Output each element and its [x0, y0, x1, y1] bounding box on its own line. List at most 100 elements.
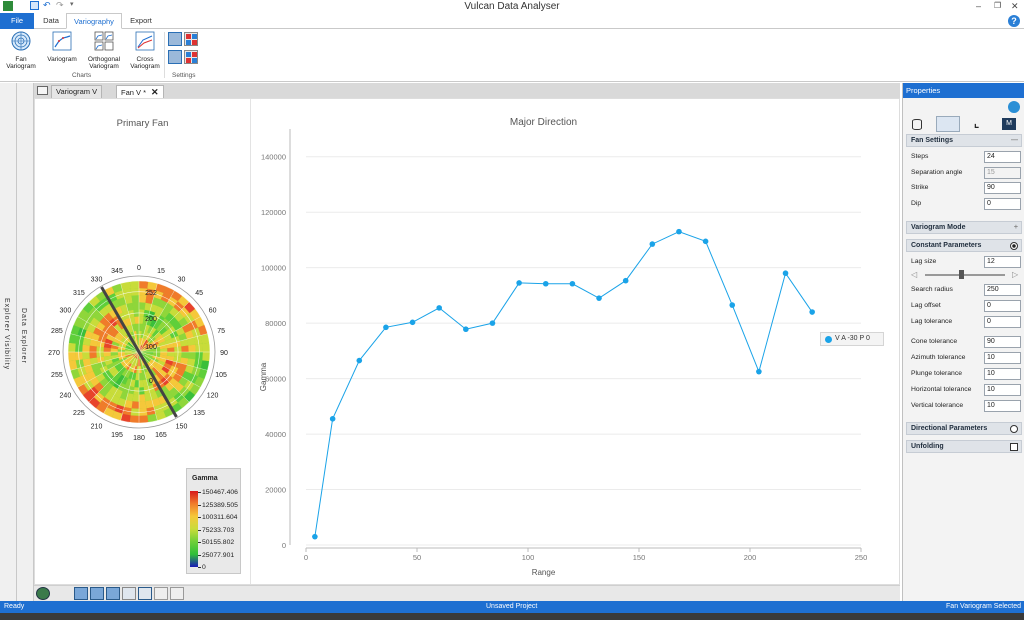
axes-icon[interactable]: ⌞ — [974, 118, 980, 130]
constant-field-input[interactable]: 10 — [984, 400, 1021, 412]
close-window-icon[interactable]: ✕ — [1011, 1, 1019, 11]
line-view-icon[interactable] — [138, 587, 152, 600]
settings-tile-1-icon[interactable] — [168, 32, 182, 46]
data-point[interactable] — [676, 228, 682, 235]
fan-field-input[interactable]: 15 — [984, 167, 1021, 179]
tab-variogram-v[interactable]: Variogram V — [51, 85, 103, 98]
orthogonal-variogram-button[interactable]: Orthogonal Variogram — [84, 31, 124, 71]
fan-field-input[interactable]: 90 — [984, 182, 1021, 194]
slider-right-icon[interactable]: ▷ — [1012, 270, 1019, 279]
major-direction-chart[interactable]: Major Direction0200004000060000800001000… — [251, 99, 901, 584]
database-icon[interactable] — [912, 119, 922, 130]
data-point[interactable] — [356, 357, 363, 364]
fan-field-input[interactable]: 0 — [984, 198, 1021, 210]
tab-fan-v[interactable]: Fan V * ✕ — [116, 85, 164, 98]
contour-view-icon[interactable] — [106, 587, 120, 600]
data-point[interactable] — [329, 416, 336, 422]
data-point[interactable] — [383, 324, 389, 331]
tab-variography[interactable]: Variography — [66, 13, 122, 29]
data-point[interactable] — [756, 368, 762, 375]
data-point[interactable] — [596, 295, 602, 301]
fan-settings-header[interactable]: Fan Settings — — [906, 134, 1022, 147]
tab-list-icon[interactable] — [37, 86, 48, 95]
lag-slider-track[interactable] — [925, 274, 1005, 276]
directional-parameters-header[interactable]: Directional Parameters — [906, 422, 1022, 435]
unfolding-header[interactable]: Unfolding — [906, 440, 1022, 453]
legend-value: 0 — [202, 564, 206, 571]
data-point[interactable] — [312, 533, 318, 540]
fan-cell — [116, 364, 124, 373]
minimize-icon[interactable]: – — [976, 1, 982, 11]
save-icon[interactable] — [30, 1, 39, 10]
undo-icon[interactable]: ↶ — [43, 0, 51, 10]
variogram-mode-title: Variogram Mode — [911, 224, 966, 231]
data-point[interactable] — [809, 309, 815, 315]
fan-view-icon[interactable] — [74, 587, 88, 600]
help-icon[interactable]: ? — [1008, 15, 1020, 27]
constant-field-input[interactable]: 10 — [984, 384, 1021, 396]
constant-field-input[interactable]: 250 — [984, 284, 1021, 296]
strike-line[interactable] — [100, 286, 178, 418]
fan-field-label: Steps — [911, 153, 929, 160]
settings-tile-2-icon[interactable] — [184, 32, 198, 46]
rose-view-icon[interactable] — [90, 587, 104, 600]
fan-variogram-button[interactable]: Fan Variogram — [4, 31, 38, 71]
data-point[interactable] — [622, 277, 629, 284]
tab-data[interactable]: Data — [43, 16, 59, 25]
scatter-view-icon[interactable] — [154, 587, 168, 600]
fan-spoke — [138, 333, 208, 353]
fan-spoke — [103, 351, 140, 414]
data-point[interactable] — [409, 319, 416, 326]
variogram-button[interactable]: Variogram — [44, 31, 80, 63]
series-legend-marker — [825, 336, 832, 343]
close-tab-icon[interactable]: ✕ — [151, 87, 159, 97]
settings-tile-3-icon[interactable] — [168, 50, 182, 64]
settings-tile-4-icon[interactable] — [184, 50, 198, 64]
constant-parameters-radio[interactable] — [1010, 242, 1018, 250]
fan-plot[interactable]: 0 15 30 45 60 75 90 105 120 135 150 165 180 195 210 225… — [35, 249, 250, 449]
data-point[interactable] — [649, 241, 656, 247]
grid-layout-icon[interactable] — [170, 587, 184, 600]
fan-cell — [106, 334, 115, 342]
status-left: Ready — [4, 603, 25, 610]
refresh-icon[interactable] — [1008, 101, 1020, 113]
directional-parameters-radio[interactable] — [1010, 425, 1018, 433]
constant-field-input[interactable]: 10 — [984, 352, 1021, 364]
constant-field-input[interactable]: 90 — [984, 336, 1021, 348]
collapse-icon[interactable]: — — [1011, 137, 1018, 144]
data-point[interactable] — [569, 280, 576, 287]
fan-cell — [132, 394, 139, 402]
fan-cell — [124, 295, 133, 304]
explorer-visibility-strip[interactable]: Explorer Visibility — [0, 83, 17, 601]
data-point[interactable] — [463, 326, 469, 333]
expand-icon[interactable]: + — [1013, 224, 1018, 231]
model-icon[interactable]: M — [1002, 118, 1016, 130]
slider-left-icon[interactable]: ◁ — [911, 270, 918, 279]
constant-field-input[interactable]: 10 — [984, 368, 1021, 380]
constant-field-input[interactable]: 0 — [984, 316, 1021, 328]
data-point[interactable] — [516, 280, 522, 286]
tab-export[interactable]: Export — [130, 16, 152, 25]
data-point[interactable] — [489, 320, 496, 326]
tab-file[interactable]: File — [0, 13, 34, 29]
fan-field-input[interactable]: 24 — [984, 151, 1021, 163]
redo-icon[interactable]: ↷ — [56, 0, 64, 10]
stereonet-icon[interactable] — [122, 587, 136, 600]
data-point[interactable] — [436, 305, 442, 311]
unfolding-checkbox[interactable] — [1010, 443, 1018, 451]
data-point[interactable] — [702, 238, 709, 245]
quick-access-dropdown-icon[interactable]: ▾ — [70, 1, 74, 8]
cross-variogram-button[interactable]: Cross Variogram — [128, 31, 162, 71]
data-point[interactable] — [782, 270, 789, 277]
data-point[interactable] — [542, 280, 549, 287]
globe-view-icon[interactable] — [36, 587, 50, 600]
data-point[interactable] — [729, 302, 736, 308]
restore-icon[interactable]: ❐ — [994, 1, 1002, 10]
constant-field-input[interactable]: 0 — [984, 300, 1021, 312]
data-explorer-strip[interactable]: Data Explorer — [17, 83, 34, 601]
lag-slider-thumb[interactable] — [959, 270, 964, 279]
constant-parameters-header[interactable]: Constant Parameters — [906, 239, 1022, 252]
variogram-mode-header[interactable]: Variogram Mode + — [906, 221, 1022, 234]
constant-field-input[interactable]: 12 — [984, 256, 1021, 268]
variogram-model-icon[interactable] — [936, 116, 960, 132]
